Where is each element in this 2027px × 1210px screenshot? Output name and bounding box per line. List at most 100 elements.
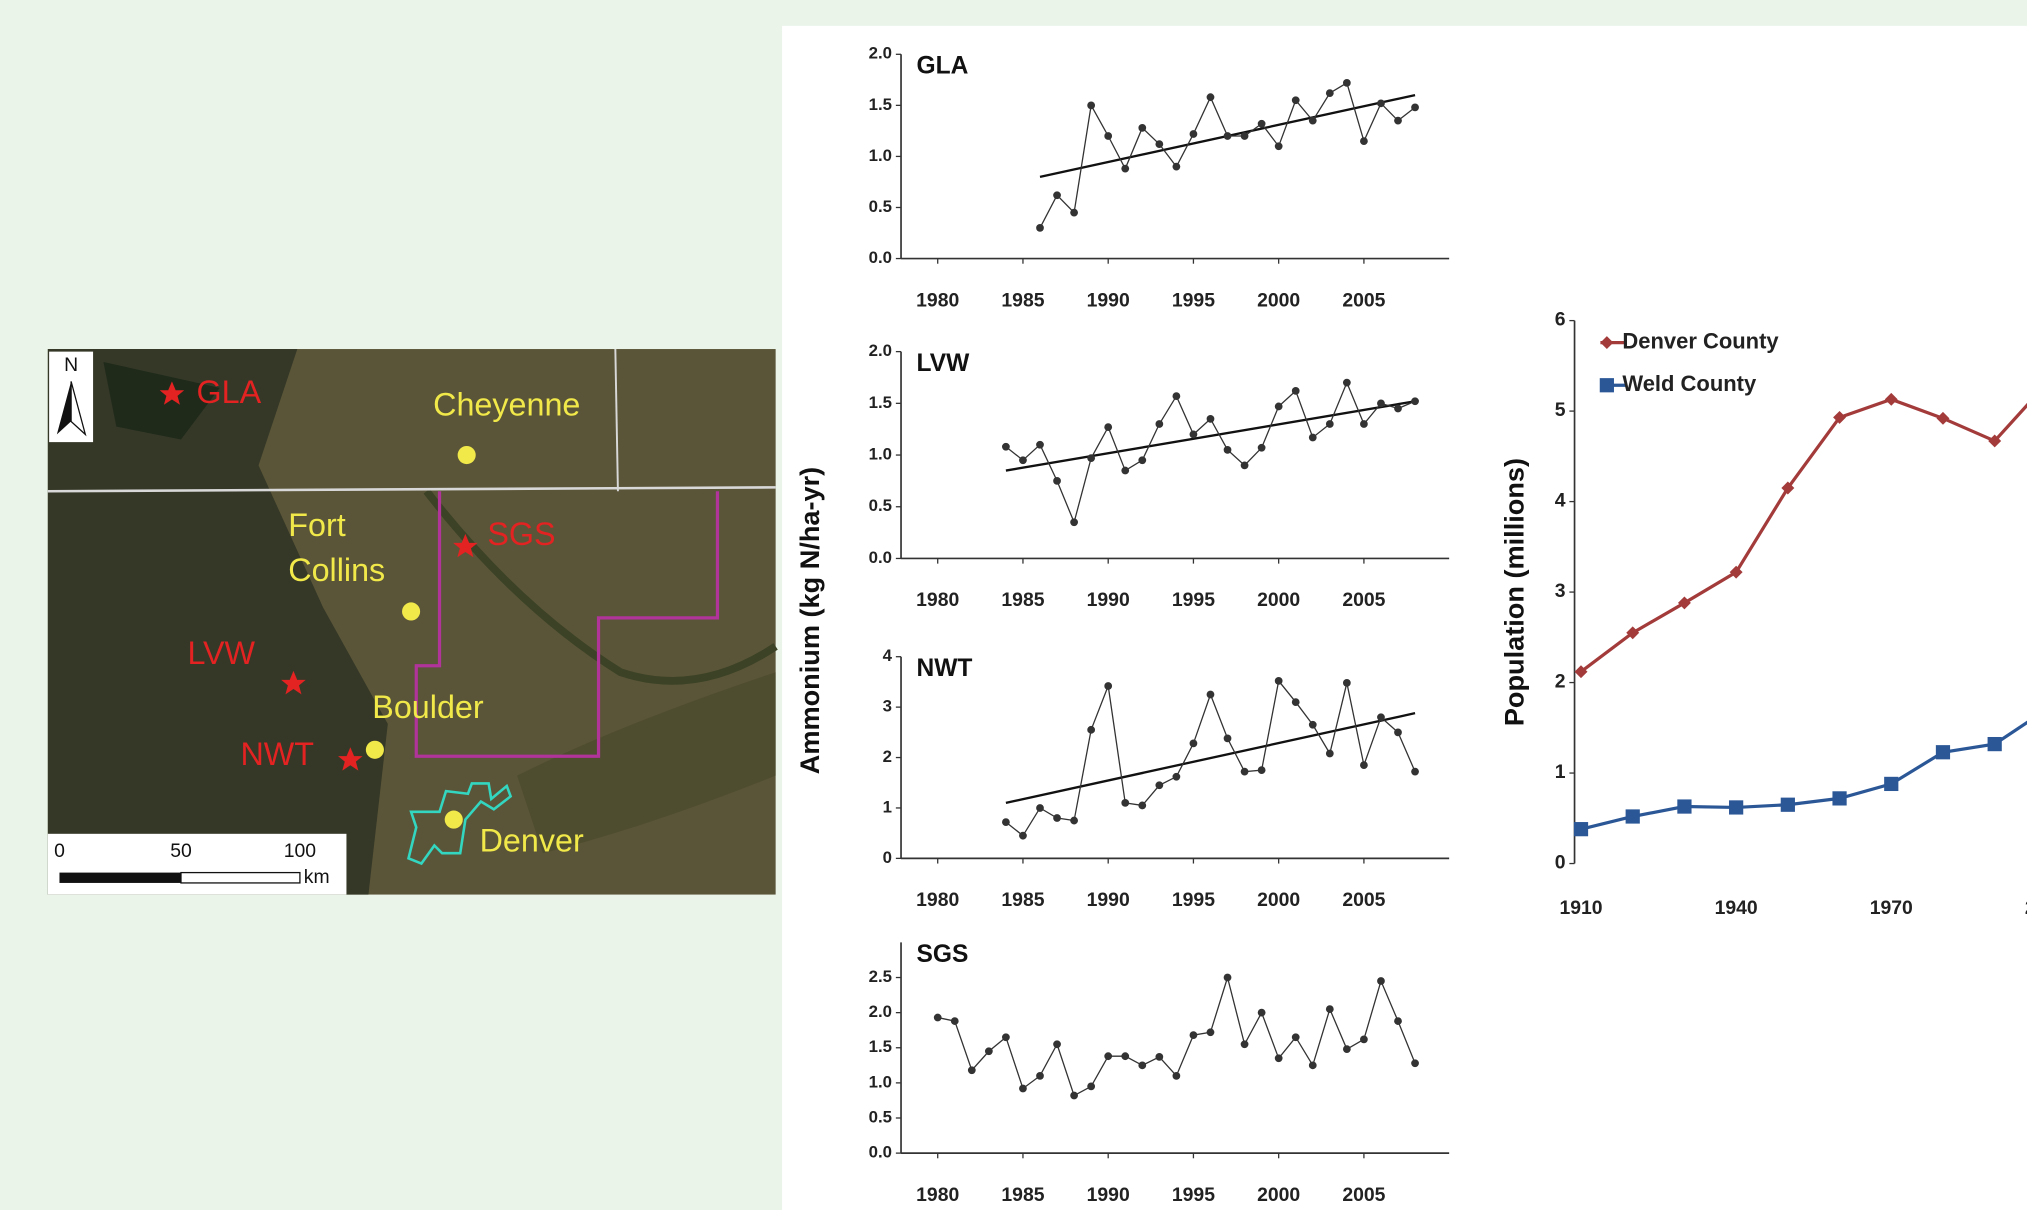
page: {"map": {"north": "N", "sites": ["GLA", …	[0, 0, 2027, 1210]
x-tick-label: 1980	[916, 889, 959, 911]
marker	[1411, 104, 1419, 112]
marker	[1121, 799, 1129, 807]
marker	[1002, 818, 1010, 826]
marker	[1275, 403, 1283, 411]
marker	[1087, 1083, 1095, 1091]
y-tick-label: 2.0	[869, 44, 892, 63]
y-tick-label: 0	[883, 848, 892, 867]
marker	[1207, 93, 1215, 101]
x-tick-label: 2000	[1257, 1184, 1300, 1206]
marker	[1053, 191, 1061, 199]
marker	[1360, 1035, 1368, 1043]
y-tick-label: 0.0	[869, 248, 892, 267]
marker	[1104, 132, 1112, 140]
marker	[1275, 1054, 1283, 1062]
marker	[1155, 140, 1163, 148]
scale-label: 50	[170, 840, 192, 862]
x-tick-label: 1990	[1087, 1184, 1130, 1206]
city-dot	[402, 602, 420, 620]
y-axis-label: Population (millions)	[1499, 458, 1530, 726]
y-tick-label: 0.0	[869, 1143, 892, 1162]
marker	[1258, 120, 1266, 128]
marker	[1019, 1085, 1027, 1093]
marker	[1173, 1072, 1181, 1080]
marker	[1138, 802, 1146, 810]
marker	[1309, 721, 1317, 729]
x-tick-label: 2005	[1342, 289, 1385, 311]
marker	[1729, 800, 1743, 814]
chart-title: SGS	[917, 941, 969, 968]
marker	[1309, 117, 1317, 125]
marker	[1190, 1031, 1198, 1039]
y-tick-label: 2.0	[869, 341, 892, 360]
marker	[1309, 1061, 1317, 1069]
marker	[1411, 397, 1419, 405]
legend-label: Denver County	[1622, 328, 1779, 353]
x-tick-label: 1910	[1559, 897, 1602, 919]
marker	[1343, 79, 1351, 87]
chart-title: NWT	[917, 655, 973, 682]
y-tick-label: 1.5	[869, 393, 892, 412]
marker	[1019, 832, 1027, 840]
marker	[1224, 974, 1232, 982]
marker	[1002, 1033, 1010, 1041]
marker	[1036, 1072, 1044, 1080]
scale-label: 0	[54, 840, 65, 862]
x-tick-label: 1995	[1172, 589, 1215, 611]
x-tick-label: 1995	[1172, 289, 1215, 311]
x-tick-label: 1995	[1172, 889, 1215, 911]
marker	[1377, 399, 1385, 407]
marker	[1104, 423, 1112, 431]
x-tick-label: 1985	[1001, 889, 1044, 911]
marker	[1394, 728, 1402, 736]
x-tick-label: 1985	[1001, 1184, 1044, 1206]
y-tick-label: 0.5	[869, 197, 892, 216]
marker	[1104, 1052, 1112, 1060]
marker	[1087, 726, 1095, 734]
site-label: LVW	[187, 635, 255, 671]
marker	[1326, 420, 1334, 428]
marker	[1121, 467, 1129, 475]
marker	[934, 1014, 942, 1022]
marker	[1036, 441, 1044, 449]
marker	[1988, 737, 2002, 751]
y-tick-label: 2.5	[869, 967, 892, 986]
marker	[1053, 477, 1061, 485]
marker	[1207, 415, 1215, 423]
x-tick-label: 1980	[916, 589, 959, 611]
y-tick-label: 0.5	[869, 496, 892, 515]
marker	[985, 1047, 993, 1055]
x-tick-label: 2005	[1342, 589, 1385, 611]
marker	[1326, 89, 1334, 97]
x-tick-label: 1990	[1087, 889, 1130, 911]
marker	[1224, 446, 1232, 454]
marker	[1036, 224, 1044, 232]
city-label: Cheyenne	[433, 387, 580, 423]
city-dot	[458, 446, 476, 464]
marker	[1002, 443, 1010, 451]
x-tick-label: 2005	[1342, 889, 1385, 911]
marker	[1173, 773, 1181, 781]
chart-title: GLA	[917, 53, 969, 80]
y-tick-label: 1	[883, 797, 892, 816]
marker	[1360, 761, 1368, 769]
marker	[1574, 822, 1588, 836]
site-label: SGS	[487, 516, 555, 552]
marker	[1241, 132, 1249, 140]
y-tick-label: 3	[883, 697, 892, 716]
marker	[1070, 817, 1078, 825]
marker	[1241, 462, 1249, 470]
marker	[1104, 682, 1112, 690]
legend-marker	[1600, 378, 1614, 392]
city-dot	[366, 741, 384, 759]
y-tick-label: 0.5	[869, 1107, 892, 1126]
marker	[1343, 1045, 1351, 1053]
legend-label: Weld County	[1622, 371, 1757, 396]
marker	[1360, 420, 1368, 428]
chart-panel	[782, 26, 2027, 1210]
chart-title: LVW	[917, 350, 971, 377]
marker	[1019, 456, 1027, 464]
y-tick-label: 0	[1555, 852, 1566, 874]
city-label: Boulder	[372, 689, 484, 725]
marker	[1070, 1092, 1078, 1100]
